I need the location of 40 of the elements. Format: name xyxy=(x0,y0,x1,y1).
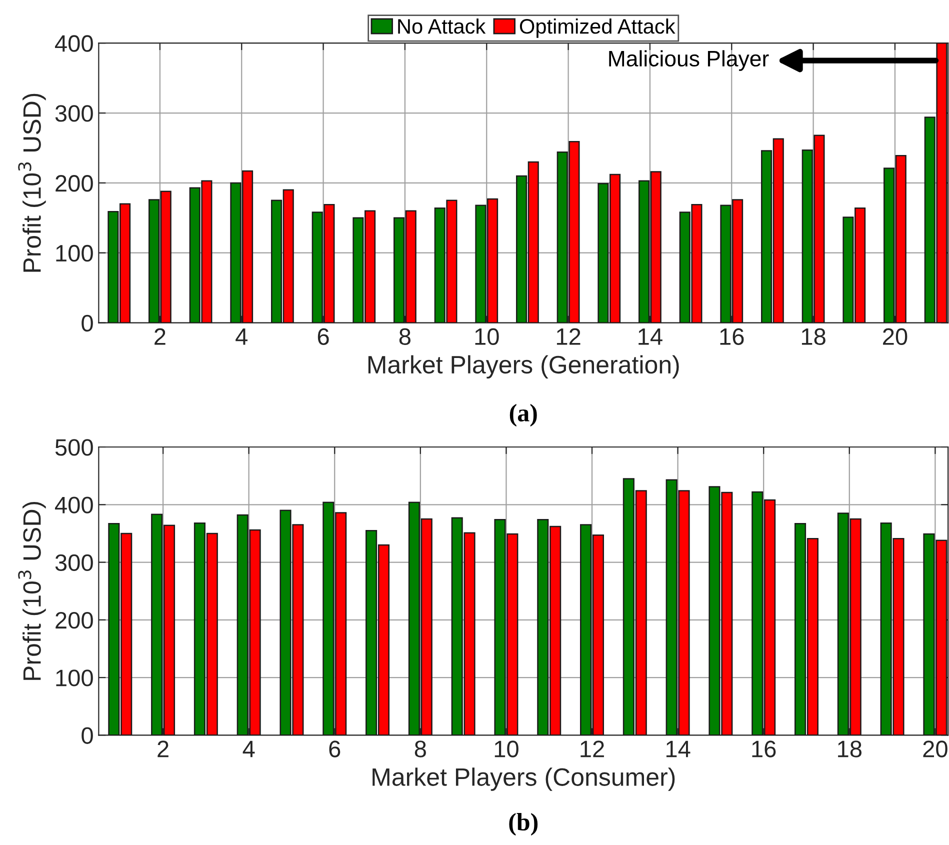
y-axis-title: Profit (10$^{3}$ USD) xyxy=(18,502,46,680)
x-tick-label: 2 xyxy=(154,328,166,345)
y-tick-label: 200 xyxy=(56,175,93,192)
x-tick-label: 8 xyxy=(399,328,410,345)
x-tick-label: 4 xyxy=(236,328,248,345)
x-tick-label: 16 xyxy=(752,740,776,758)
x-tick-label: 20 xyxy=(883,328,908,345)
x-tick-label: 6 xyxy=(318,328,329,345)
x-axis-title: Market Players (Consumer) xyxy=(372,768,675,791)
y-tick-label: 300 xyxy=(55,554,93,572)
y-tick-label: 200 xyxy=(56,612,93,629)
x-tick-label: 6 xyxy=(329,740,340,758)
text: (b) xyxy=(509,812,538,836)
annotation: Malicious Player xyxy=(609,50,769,71)
y-tick-label: 100 xyxy=(56,670,93,686)
x-tick-label: 20 xyxy=(923,740,948,758)
x-tick-label: 8 xyxy=(414,740,426,758)
x-tick-label: 12 xyxy=(556,328,580,345)
y-tick-label: 400 xyxy=(54,496,93,514)
x-tick-label: 10 xyxy=(475,328,499,345)
x-tick-label: 14 xyxy=(638,328,662,345)
text: (a) xyxy=(510,404,537,427)
y-tick-label: 300 xyxy=(55,105,93,122)
x-axis-title: Market Players (Generation) xyxy=(368,355,679,379)
x-tick-label: 16 xyxy=(720,328,744,345)
x-tick-label: 10 xyxy=(494,740,518,758)
legend-label: No Attack xyxy=(398,18,486,34)
y-tick-label: 0 xyxy=(82,727,93,744)
y-tick-label: 100 xyxy=(56,244,93,262)
y-tick-label: 0 xyxy=(82,314,93,332)
x-tick-label: 12 xyxy=(580,740,604,758)
legend-label: Optimized Attack xyxy=(520,18,676,38)
x-tick-label: 18 xyxy=(838,740,862,758)
y-tick-label: 500 xyxy=(55,439,93,456)
x-tick-label: 4 xyxy=(242,740,255,758)
y-tick-label: 400 xyxy=(54,35,93,52)
x-tick-label: 18 xyxy=(802,328,826,345)
x-tick-label: 2 xyxy=(158,740,168,758)
y-axis-title: Profit (10$^{3}$ USD) xyxy=(18,94,46,272)
x-tick-label: 14 xyxy=(666,740,690,758)
